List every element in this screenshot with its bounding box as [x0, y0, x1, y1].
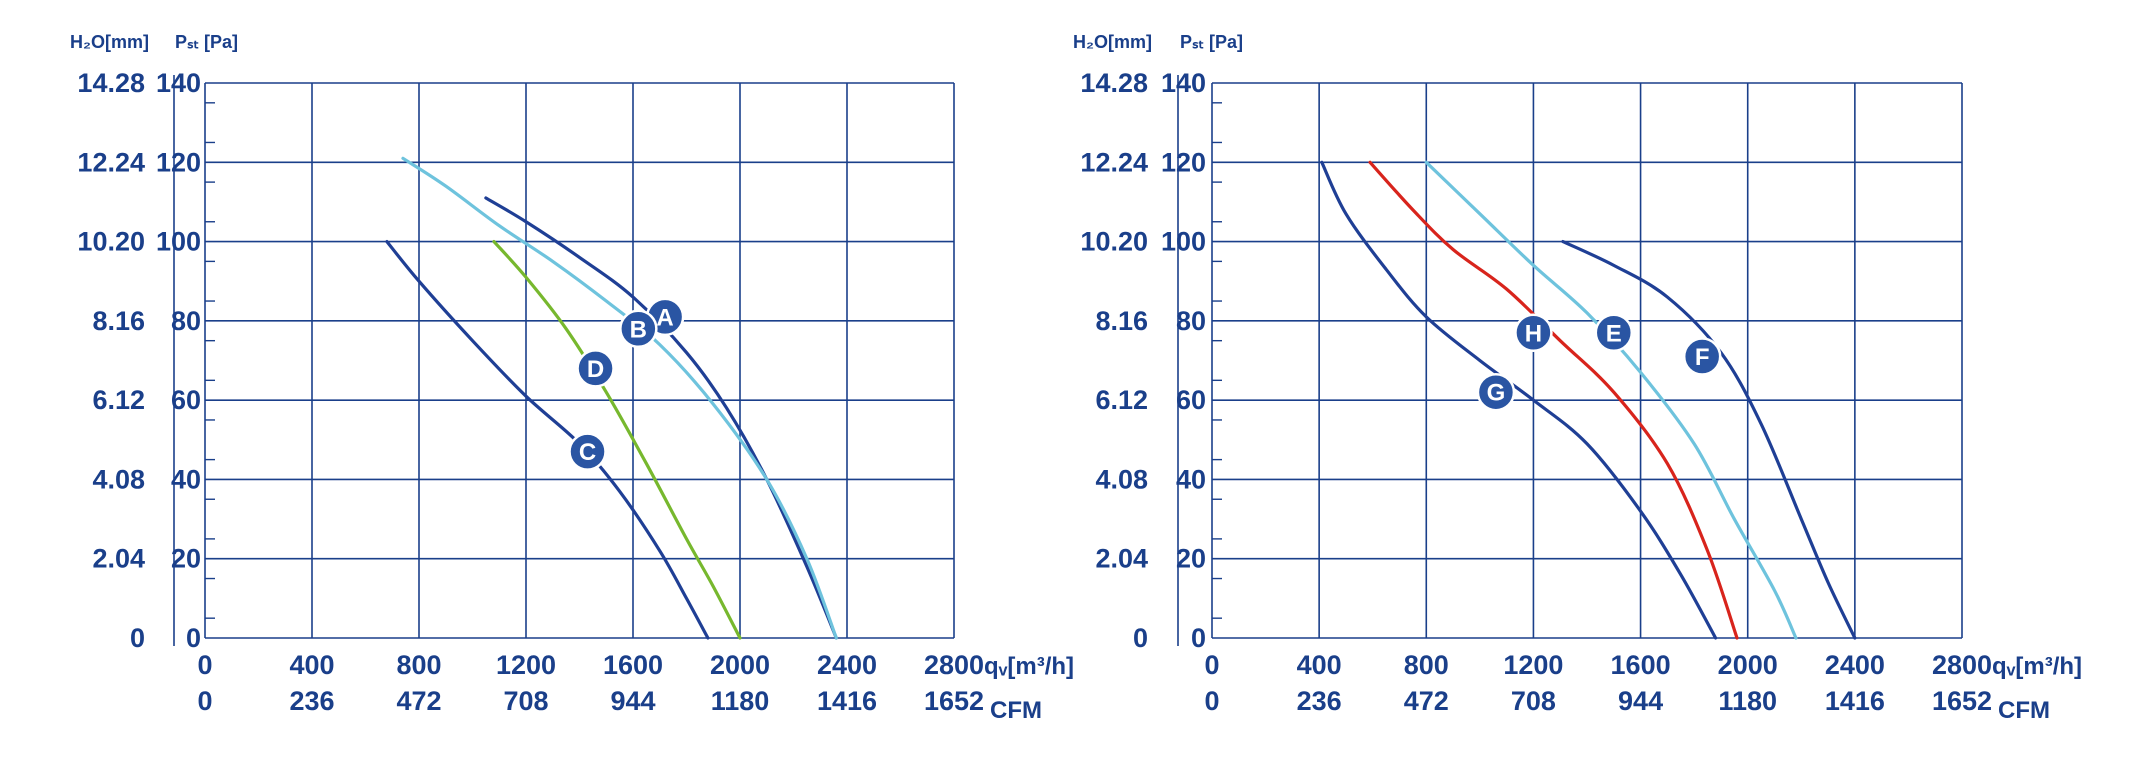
- y-tick-label-secondary: 10.20: [1080, 227, 1148, 257]
- y-tick-label-secondary: 2.04: [92, 544, 145, 574]
- series-line-a: [484, 196, 838, 640]
- x-tick-label-secondary: 708: [1511, 686, 1556, 716]
- y-tick-label-secondary: 12.24: [77, 147, 145, 177]
- x-tick-label: 2000: [710, 650, 770, 680]
- x-tick-label-secondary: 1416: [817, 686, 877, 716]
- x-tick-label-secondary: 1180: [711, 686, 770, 716]
- x-axis-label-secondary: CFM: [1998, 697, 2050, 724]
- y-tick-label-secondary: 0: [1133, 623, 1148, 653]
- y-tick-label: 80: [1176, 306, 1206, 336]
- y-tick-label-secondary: 12.24: [1080, 147, 1148, 177]
- series-label-a: A: [656, 304, 673, 331]
- y-tick-label: 40: [1176, 464, 1206, 494]
- y-tick-label-secondary: 8.16: [92, 306, 145, 336]
- x-tick-label-secondary: 708: [503, 686, 548, 716]
- x-tick-label: 1200: [1503, 650, 1563, 680]
- y-tick-label: 120: [1161, 147, 1206, 177]
- series-label-h: H: [1525, 320, 1542, 347]
- y-tick-label-secondary: 6.12: [92, 385, 145, 415]
- x-tick-label-secondary: 472: [1404, 686, 1449, 716]
- x-tick-label: 1600: [603, 650, 663, 680]
- y-tick-label-secondary: 14.28: [1080, 68, 1148, 98]
- y-tick-label: 80: [171, 306, 201, 336]
- x-tick-label-secondary: 0: [197, 686, 212, 716]
- y-tick-label-secondary: 2.04: [1095, 544, 1148, 574]
- series-marker-f: [1682, 337, 1722, 376]
- x-tick-label: 2800: [924, 650, 984, 680]
- y-tick-label: 140: [1161, 68, 1206, 98]
- y-tick-label: 60: [1176, 385, 1206, 415]
- series-marker-h: [1514, 313, 1553, 352]
- y-tick-label: 20: [1176, 544, 1206, 574]
- x-tick-label: 1200: [496, 650, 556, 680]
- x-tick-label-secondary: 944: [1618, 686, 1663, 716]
- series-marker-b: [619, 309, 658, 349]
- x-axis-label-secondary: CFM: [990, 697, 1042, 724]
- x-tick-label-secondary: 236: [1297, 686, 1342, 716]
- series-line-e: [1424, 160, 1798, 640]
- x-tick-label-secondary: 472: [396, 686, 441, 716]
- x-tick-label: 0: [1204, 650, 1219, 680]
- series-line-g: [1320, 160, 1718, 640]
- y-tick-label: 0: [1191, 623, 1206, 653]
- chart-panel-2: H₂O[mm] Pₛₜ [Pa] 0 20 40 60 80 100 120 140 0 2.04 4.…: [1073, 32, 2082, 724]
- y-axis-label-left: H₂O[mm]: [70, 32, 149, 52]
- y-tick-label-secondary: 8.16: [1095, 306, 1148, 336]
- x-tick-label-secondary: 1652: [924, 686, 984, 716]
- series-marker-c: [568, 432, 607, 471]
- x-tick-label-secondary: 944: [610, 686, 655, 716]
- x-tick-label: 2400: [1825, 650, 1885, 680]
- y-tick-label: 120: [156, 147, 201, 177]
- y-tick-label-secondary: 14.28: [77, 68, 145, 98]
- x-tick-label: 1600: [1611, 650, 1671, 680]
- series-label-b: B: [630, 316, 647, 343]
- y-tick-label: 20: [171, 544, 201, 574]
- series-line-h: [1368, 160, 1739, 640]
- series-label-f: F: [1695, 344, 1710, 371]
- y-tick-label: 100: [156, 227, 201, 257]
- series-label-d: D: [587, 356, 604, 383]
- y-tick-label-secondary: 6.12: [1095, 385, 1148, 415]
- series-label-g: G: [1487, 380, 1506, 407]
- x-tick-label: 800: [396, 650, 441, 680]
- x-tick-label-secondary: 1180: [1718, 686, 1777, 716]
- y-tick-label-secondary: 10.20: [77, 227, 145, 257]
- series-label-e: E: [1606, 320, 1622, 347]
- y-tick-label: 100: [1161, 227, 1206, 257]
- x-axis-label: qᵥ[m³/h]: [1992, 653, 2082, 680]
- x-tick-label-secondary: 236: [289, 686, 334, 716]
- x-tick-label-secondary: 1416: [1825, 686, 1885, 716]
- y-tick-label-secondary: 0: [130, 623, 145, 653]
- x-tick-label-secondary: 1652: [1932, 686, 1992, 716]
- y-axis-label-left: H₂O[mm]: [1073, 32, 1152, 52]
- x-tick-label: 2400: [817, 650, 877, 680]
- x-tick-label: 800: [1404, 650, 1449, 680]
- chart-panel-1: H₂O[mm] Pₛₜ [Pa] 0 20 40 60 80 100 120 140 0 2.04 4.…: [70, 32, 1074, 724]
- y-axis-label-right: Pₛₜ [Pa]: [175, 32, 238, 52]
- x-tick-label-secondary: 0: [1204, 686, 1219, 716]
- y-tick-label: 40: [171, 464, 201, 494]
- series-line-f: [1561, 239, 1857, 640]
- y-axis-label-right: Pₛₜ [Pa]: [1180, 32, 1243, 52]
- x-tick-label: 2800: [1932, 650, 1992, 680]
- series-line-b: [401, 156, 838, 640]
- x-tick-label: 0: [197, 650, 212, 680]
- series-marker-e: [1594, 313, 1634, 352]
- series-marker-d: [576, 349, 615, 388]
- series-marker-g: [1476, 372, 1516, 412]
- x-tick-label: 400: [1297, 650, 1342, 680]
- series-line-d: [492, 239, 742, 640]
- x-tick-label: 2000: [1718, 650, 1778, 680]
- y-tick-label-secondary: 4.08: [1095, 464, 1148, 494]
- y-tick-label: 140: [156, 68, 201, 98]
- x-axis-label: qᵥ[m³/h]: [984, 653, 1074, 680]
- y-tick-label: 60: [171, 385, 201, 415]
- y-tick-label-secondary: 4.08: [92, 464, 145, 494]
- y-tick-label: 0: [186, 623, 201, 653]
- series-label-c: C: [579, 439, 596, 466]
- x-tick-label: 400: [289, 650, 334, 680]
